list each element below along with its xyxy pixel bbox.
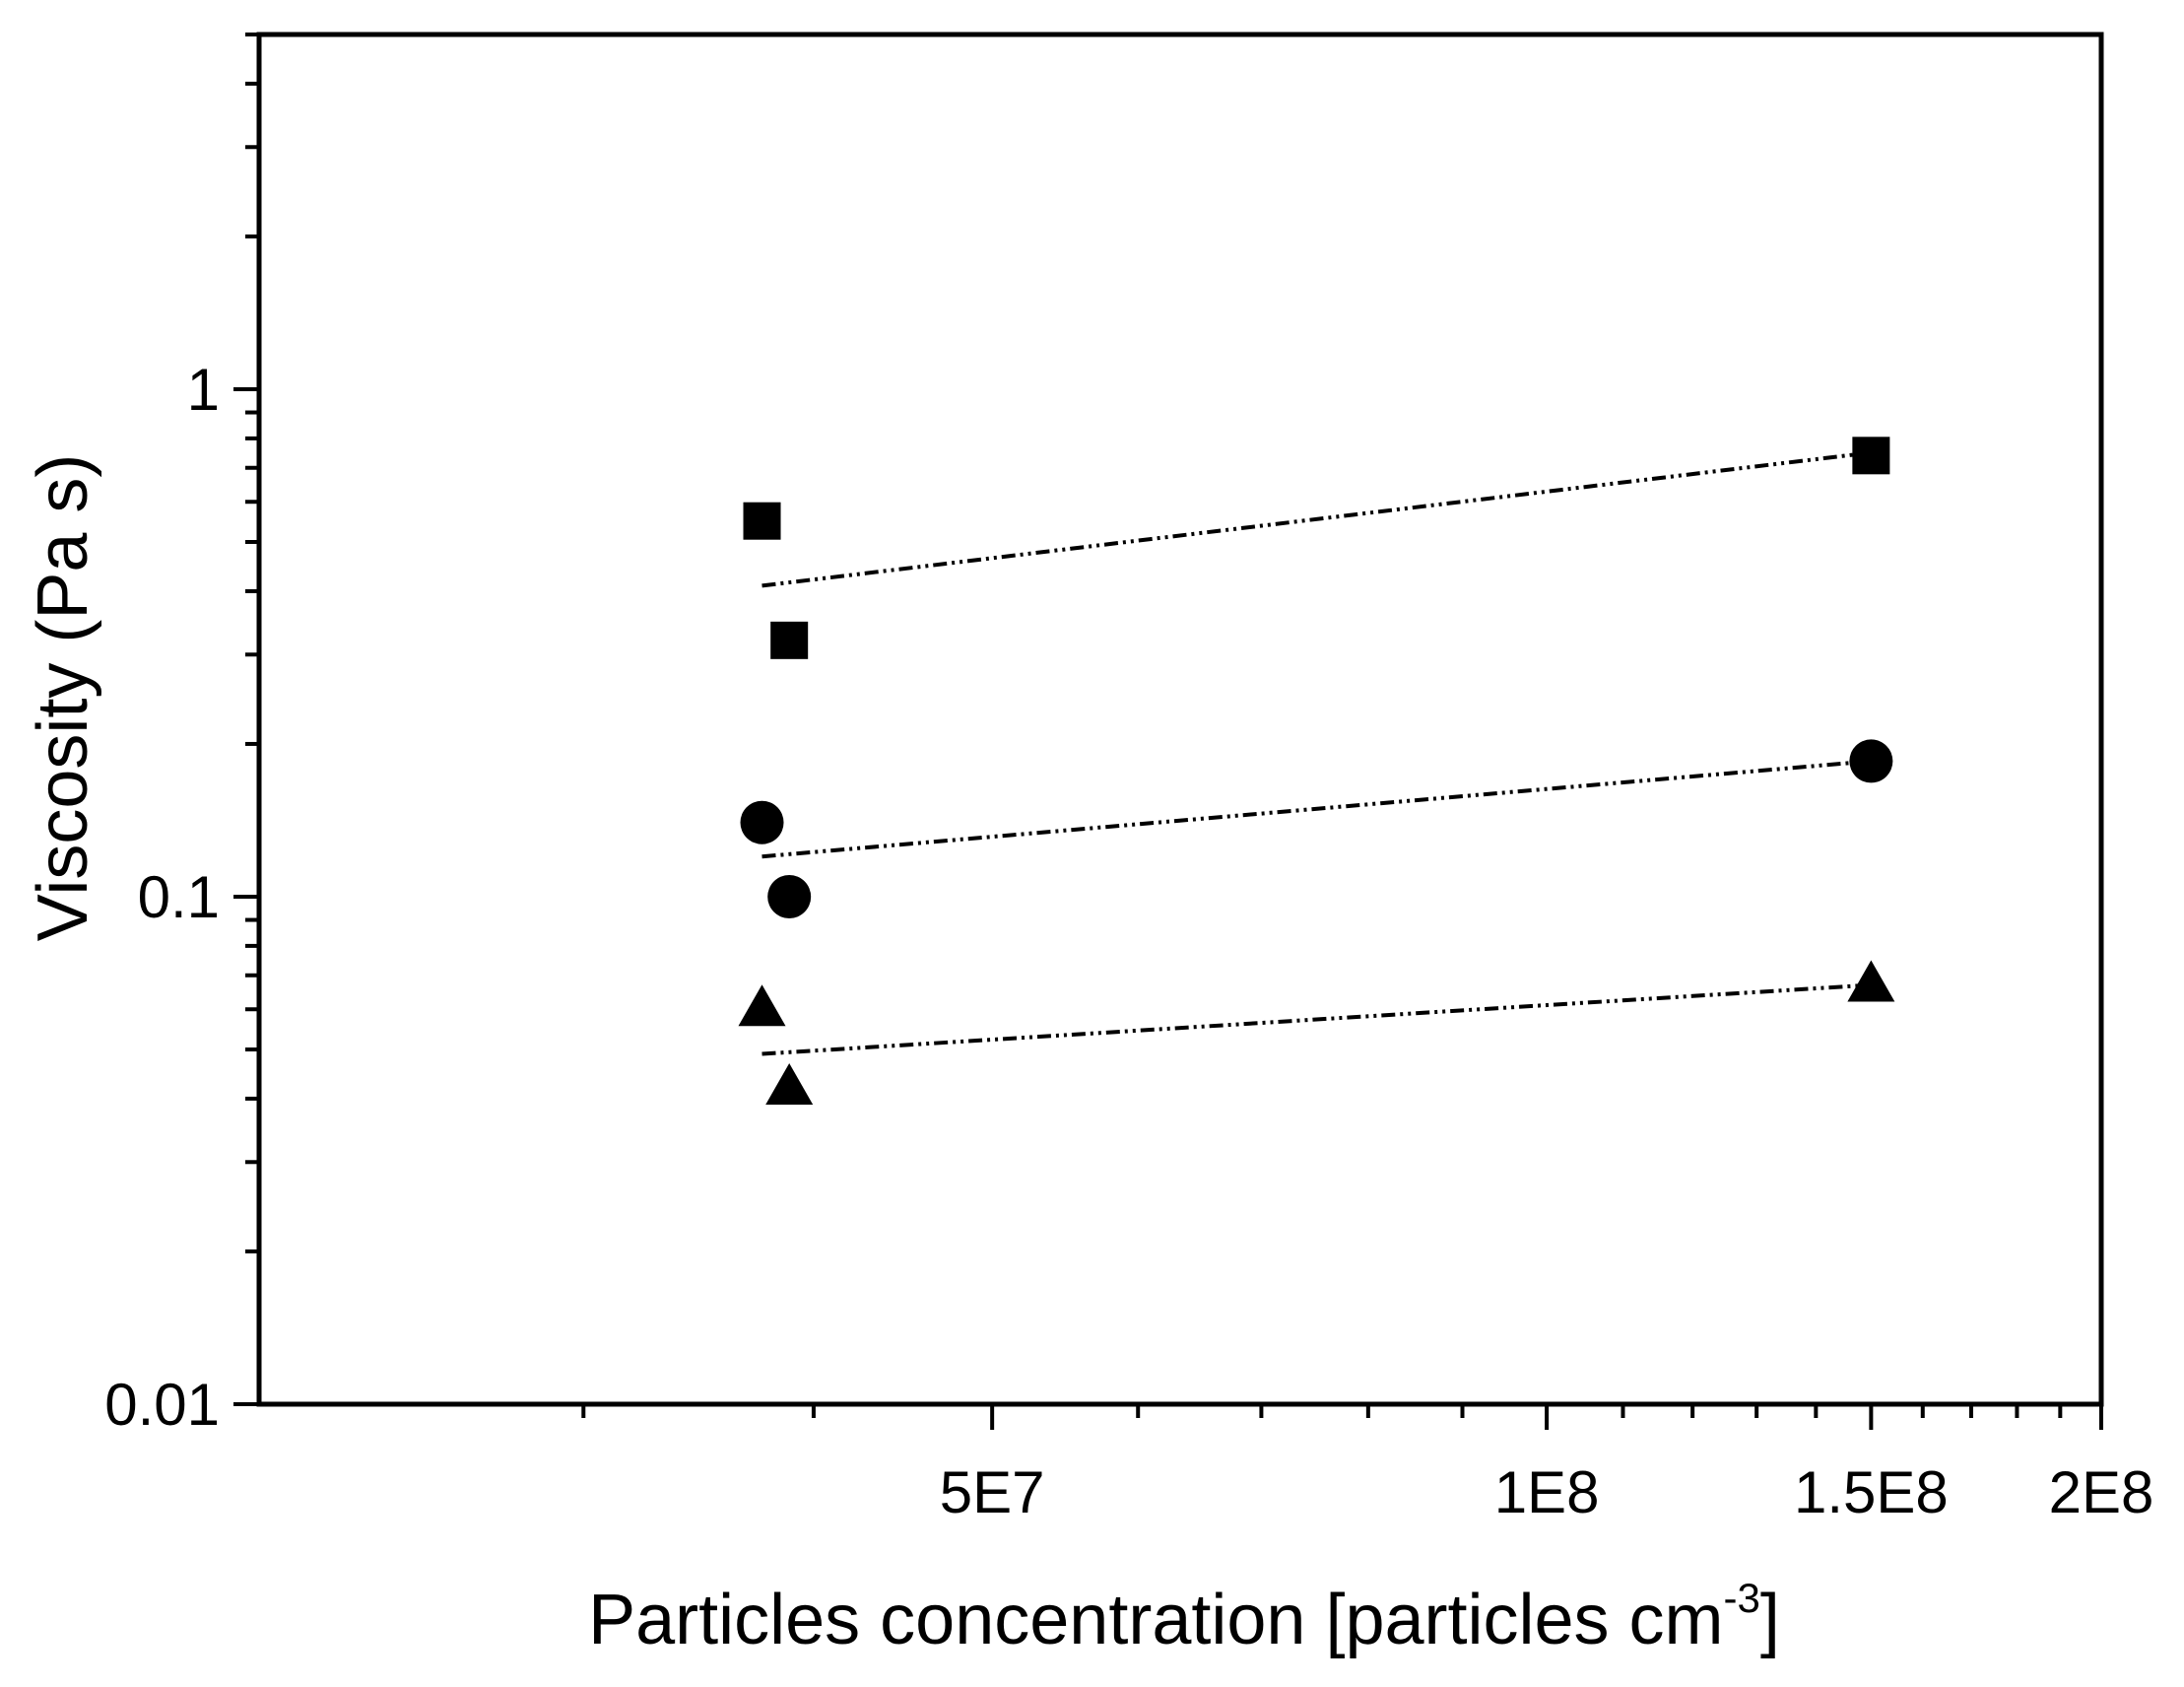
y-tick-labels: 0.01 0.1 1: [104, 357, 220, 1438]
x-tick-label: 1.5E8: [1794, 1459, 1949, 1525]
square-marker: [743, 502, 781, 540]
x-axis-title: Particles concentration [particles cm-3]: [588, 1575, 1780, 1659]
y-tick-label: 1: [187, 357, 220, 423]
major-ticks: [233, 386, 2103, 1430]
circle-marker: [1849, 739, 1893, 783]
triangle-marker: [765, 1063, 814, 1106]
fit-line-triangle: [761, 982, 1872, 1056]
x-axis-title-suffix: ]: [1760, 1581, 1780, 1659]
triangle-marker: [1847, 960, 1895, 1002]
x-axis-title-text: Particles concentration [particles cm: [588, 1581, 1723, 1659]
x-tick-label: 2E8: [2049, 1459, 2154, 1525]
square-marker: [770, 621, 809, 659]
x-axis-title-superscript: -3: [1724, 1575, 1760, 1621]
triangle-marker: [738, 984, 786, 1027]
y-tick-label: 0.01: [104, 1372, 220, 1438]
fit-line-square: [761, 450, 1872, 588]
fit-lines: [761, 450, 1872, 1056]
plot-frame: [256, 32, 2104, 1407]
square-marker: [1852, 437, 1890, 475]
x-tick-label: 5E7: [940, 1459, 1045, 1525]
data-markers: [738, 437, 1895, 1106]
y-axis-title: Viscosity (Pa s): [24, 454, 102, 942]
fit-line-circle: [761, 759, 1872, 859]
circle-marker: [767, 874, 812, 918]
x-tick-labels: 5E7 1E8 1.5E8 2E8: [940, 1459, 2154, 1525]
circle-marker: [740, 800, 784, 844]
y-tick-label: 0.1: [138, 864, 220, 930]
x-tick-label: 1E8: [1494, 1459, 1600, 1525]
minor-ticks: [245, 33, 2063, 1418]
